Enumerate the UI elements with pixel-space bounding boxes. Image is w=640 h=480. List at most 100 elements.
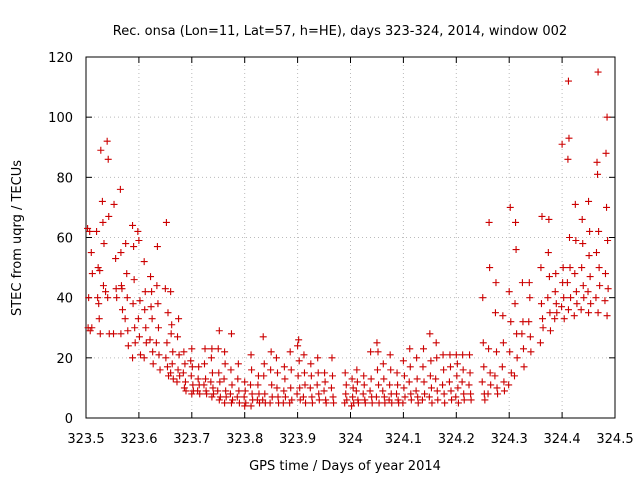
data-point [314, 369, 322, 377]
data-point [328, 354, 336, 362]
data-point [564, 155, 572, 163]
y-tick-label: 100 [48, 111, 73, 126]
data-point [215, 396, 223, 404]
data-point [467, 396, 475, 404]
data-point [594, 309, 602, 317]
data-point [175, 315, 183, 323]
data-point [498, 363, 506, 371]
x-tick-label: 323.9 [279, 432, 316, 447]
data-point [379, 360, 387, 368]
data-point [168, 360, 176, 368]
data-point [507, 318, 515, 326]
data-point [135, 333, 143, 341]
data-point [585, 309, 593, 317]
data-point [539, 315, 547, 323]
data-point [520, 363, 528, 371]
data-point [526, 294, 534, 302]
data-point [267, 348, 275, 356]
data-point [373, 339, 381, 347]
data-point [268, 381, 276, 389]
data-point [379, 387, 387, 395]
x-tick-label: 324.1 [385, 432, 422, 447]
data-point [604, 237, 612, 245]
data-point [220, 375, 228, 383]
data-point [174, 366, 182, 374]
data-point [321, 378, 329, 386]
data-point [180, 384, 188, 392]
data-point [352, 387, 360, 395]
data-point [558, 303, 566, 311]
data-point [221, 399, 229, 407]
data-point [179, 369, 187, 377]
data-point [136, 297, 144, 305]
data-point [428, 399, 436, 407]
data-point [563, 279, 571, 287]
data-point [571, 200, 579, 208]
data-point [88, 324, 96, 332]
data-point [592, 249, 600, 257]
data-point [293, 390, 301, 398]
data-point [585, 197, 593, 205]
x-tick-label: 323.7 [173, 432, 210, 447]
data-point [200, 360, 208, 368]
data-point [187, 357, 195, 365]
data-point [95, 300, 103, 308]
data-point [367, 375, 375, 383]
data-point [95, 315, 103, 323]
data-point [566, 234, 574, 241]
data-point [373, 366, 381, 374]
data-point [117, 330, 125, 338]
data-point [110, 330, 118, 338]
data-point [195, 363, 203, 371]
data-point [578, 264, 586, 272]
data-point [247, 381, 255, 389]
data-point [286, 348, 294, 356]
data-point [327, 384, 335, 392]
data-point [512, 246, 520, 254]
x-tick-label: 324.2 [438, 432, 475, 447]
data-point [564, 77, 572, 85]
data-point [86, 327, 94, 335]
x-tick-label: 324 [338, 432, 363, 447]
data-point [601, 297, 609, 305]
data-point [513, 354, 521, 362]
data-point [519, 345, 527, 353]
data-point [273, 384, 281, 392]
data-point [544, 294, 552, 302]
data-point [235, 399, 243, 407]
data-point [209, 390, 217, 398]
data-point [267, 366, 275, 374]
data-point [322, 399, 330, 407]
grid-lines [86, 57, 615, 418]
data-point [188, 363, 196, 371]
data-point [353, 378, 361, 386]
data-point [148, 288, 156, 296]
data-point [454, 399, 462, 407]
data-point [215, 327, 223, 335]
chart-title: Rec. onsa (Lon=11, Lat=57, h=HE), days 3… [113, 24, 567, 39]
data-point [295, 357, 303, 365]
data-point [420, 345, 428, 353]
data-point [260, 372, 268, 380]
data-point [537, 300, 545, 308]
y-tick-label: 40 [56, 292, 73, 307]
data-point [175, 351, 183, 359]
data-point [341, 369, 349, 377]
data-point [169, 348, 177, 356]
data-point [460, 396, 468, 404]
data-point [487, 381, 495, 389]
data-point [167, 330, 175, 338]
data-point [233, 393, 241, 401]
data-point [135, 237, 143, 245]
data-point [572, 288, 580, 296]
data-point [147, 273, 155, 281]
data-point [580, 294, 588, 302]
data-point [117, 249, 125, 257]
data-point [121, 315, 129, 323]
data-point [414, 393, 422, 401]
data-point [440, 390, 448, 398]
data-point [387, 366, 395, 374]
data-point [295, 336, 303, 344]
data-point [93, 227, 101, 235]
data-point [281, 375, 289, 383]
